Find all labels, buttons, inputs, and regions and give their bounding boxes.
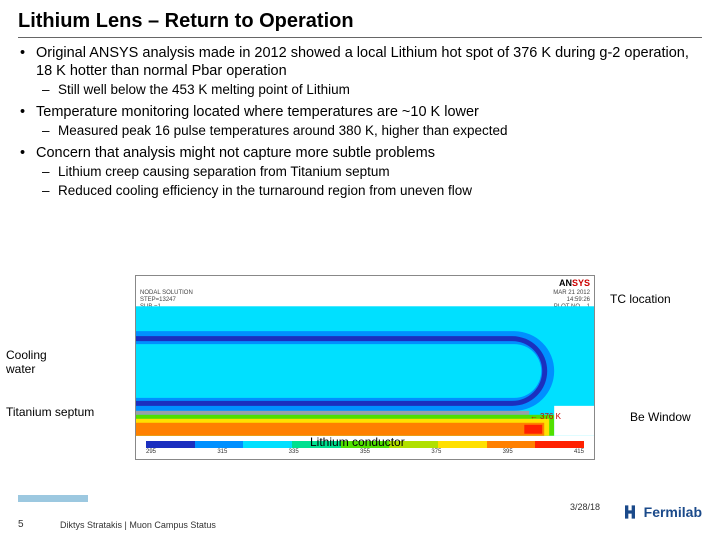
colorbar-ticks: 295315335355375395415 [146, 449, 584, 455]
ansys-logo: ANSYS [559, 278, 590, 288]
fermilab-logo-text: Fermilab [644, 504, 702, 520]
annotation-hotspot-temp: 376 K [530, 412, 561, 421]
thermal-contour [136, 306, 594, 436]
footer-date: 3/28/18 [570, 502, 600, 512]
footer-accent-bar [18, 495, 88, 502]
footer-credit: Diktys Stratakis | Muon Campus Status [60, 520, 216, 530]
fermilab-logo-icon [620, 502, 640, 522]
annotation-tc: TC location [610, 292, 671, 306]
contour-svg [136, 306, 594, 436]
bullet-2: Concern that analysis might not capture … [18, 144, 702, 200]
bullet-2-sub-0: Lithium creep causing separation from Ti… [36, 164, 702, 181]
title-rule [18, 37, 702, 38]
ansys-logo-an: AN [559, 278, 572, 288]
annotation-cooling: Cooling water [6, 348, 66, 376]
annotation-ti-septum: Titanium septum [6, 405, 94, 419]
ansys-diagram: ANSYS NODAL SOLUTION STEP=13247 SUB =1 T… [135, 275, 595, 485]
slide-content: Original ANSYS analysis made in 2012 sho… [0, 44, 720, 200]
footer: 5 Diktys Stratakis | Muon Campus Status … [0, 506, 720, 530]
bullet-1-sub-0: Measured peak 16 pulse temperatures arou… [36, 123, 702, 140]
ansys-frame: ANSYS NODAL SOLUTION STEP=13247 SUB =1 T… [135, 275, 595, 460]
bullet-1-text: Temperature monitoring located where tem… [36, 104, 479, 120]
bullet-2-text: Concern that analysis might not capture … [36, 145, 435, 161]
bullet-2-sub-1: Reduced cooling efficiency in the turnar… [36, 183, 702, 200]
ansys-logo-sys: SYS [572, 278, 590, 288]
annotation-be-window: Be Window [630, 410, 691, 424]
fermilab-logo: Fermilab [620, 502, 702, 522]
slide-title: Lithium Lens – Return to Operation [0, 0, 720, 37]
bullet-0-text: Original ANSYS analysis made in 2012 sho… [36, 45, 689, 79]
bullet-0: Original ANSYS analysis made in 2012 sho… [18, 44, 702, 99]
annotation-li-conductor: Lithium conductor [310, 435, 405, 449]
page-number: 5 [18, 519, 24, 530]
bullet-1: Temperature monitoring located where tem… [18, 103, 702, 140]
bullet-0-sub-0: Still well below the 453 K melting point… [36, 82, 702, 99]
